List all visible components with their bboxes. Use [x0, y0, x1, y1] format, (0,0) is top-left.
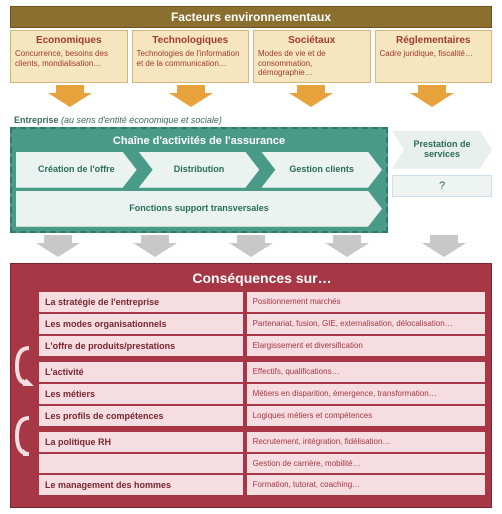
arrows-chain-to-cons: [10, 235, 492, 261]
cons-right: Effectifs, qualifications…: [247, 362, 485, 382]
cons-left: Le management des hommes: [39, 475, 243, 495]
entreprise-label: Entreprise (au sens d'entité économique …: [10, 113, 492, 127]
cons-row: La politique RH Recrutement, intégration…: [39, 432, 485, 452]
chain-title: Chaîne d'activités de l'assurance: [16, 133, 382, 149]
cons-group-2: L'activité Effectifs, qualifications… Le…: [39, 362, 485, 426]
env-box-reglementaires: Réglementaires Cadre juridique, fiscalit…: [375, 30, 493, 83]
env-title: Sociétaux: [258, 35, 366, 46]
cons-right: Métiers en disparition, émergence, trans…: [247, 384, 485, 404]
cons-row: L'activité Effectifs, qualifications…: [39, 362, 485, 382]
cons-right: Recrutement, intégration, fidélisation…: [247, 432, 485, 452]
cons-left: L'activité: [39, 362, 243, 382]
cons-group-1: La stratégie de l'entreprise Positionnem…: [39, 292, 485, 356]
cons-left: Les modes organisationnels: [39, 314, 243, 334]
cons-left: Les métiers: [39, 384, 243, 404]
cons-right: Partenariat, fusion, GIE, externalisatio…: [247, 314, 485, 334]
step-distribution: Distribution: [139, 152, 260, 188]
entreprise-note: (au sens d'entité économique et sociale): [61, 115, 222, 125]
env-title: Technologiques: [137, 35, 245, 46]
cons-row: La stratégie de l'entreprise Positionnem…: [39, 292, 485, 312]
arrow-down-icon: [410, 85, 454, 111]
arrow-down-icon: [325, 235, 369, 261]
cons-row: Les métiers Métiers en disparition, émer…: [39, 384, 485, 404]
env-header: Facteurs environnementaux: [10, 6, 492, 28]
arrow-down-icon: [422, 235, 466, 261]
env-row: Economiques Concurrence, besoins des cli…: [10, 30, 492, 83]
arrow-down-icon: [48, 85, 92, 111]
step-creation: Création de l'offre: [16, 152, 137, 188]
cons-left: L'offre de produits/prestations: [39, 336, 243, 356]
env-desc: Concurrence, besoins des clients, mondia…: [15, 49, 123, 68]
arrows-env-to-chain: [10, 85, 492, 111]
env-desc: Modes de vie et de consommation, démogra…: [258, 49, 366, 78]
cons-right: Positionnement marchés: [247, 292, 485, 312]
cons-left: Les profils de compétences: [39, 406, 243, 426]
side-prestation: Prestation de services: [392, 131, 492, 169]
cons-row: Les modes organisationnels Partenariat, …: [39, 314, 485, 334]
consequences-title: Conséquences sur…: [39, 270, 485, 286]
arrow-down-icon: [133, 235, 177, 261]
cons-right: Gestion de carrière, mobilité…: [247, 454, 485, 473]
env-box-technologiques: Technologiques Technologies de l'informa…: [132, 30, 250, 83]
cons-group-3: La politique RH Recrutement, intégration…: [39, 432, 485, 495]
env-box-economiques: Economiques Concurrence, besoins des cli…: [10, 30, 128, 83]
cons-left: [39, 454, 243, 473]
cons-left: La stratégie de l'entreprise: [39, 292, 243, 312]
entreprise-word: Entreprise: [14, 115, 59, 125]
chain-support-row: Fonctions support transversales: [16, 191, 382, 227]
cons-row: L'offre de produits/prestations Elargiss…: [39, 336, 485, 356]
env-title: Réglementaires: [380, 35, 488, 46]
env-box-societaux: Sociétaux Modes de vie et de consommatio…: [253, 30, 371, 83]
diagram-root: Facteurs environnementaux Economiques Co…: [0, 0, 502, 514]
chain-panel: Chaîne d'activités de l'assurance Créati…: [10, 127, 388, 233]
support-box: Fonctions support transversales: [16, 191, 382, 227]
chain-wrap: Chaîne d'activités de l'assurance Créati…: [10, 127, 492, 233]
chain-steps: Création de l'offre Distribution Gestion…: [16, 152, 382, 188]
step-gestion: Gestion clients: [261, 152, 382, 188]
cons-right: Elargissement et diversification: [247, 336, 485, 356]
curved-arrow-icon: [15, 346, 37, 386]
arrow-down-icon: [289, 85, 333, 111]
env-desc: Technologies de l'information et de la c…: [137, 49, 245, 68]
cons-row: Gestion de carrière, mobilité…: [39, 454, 485, 473]
curved-arrow-icon: [15, 416, 37, 456]
cons-right: Formation, tutorat, coaching…: [247, 475, 485, 495]
cons-row: Le management des hommes Formation, tuto…: [39, 475, 485, 495]
cons-right: Logiques métiers et compétences: [247, 406, 485, 426]
arrow-down-icon: [36, 235, 80, 261]
chain-side-column: Prestation de services ?: [392, 127, 492, 233]
arrow-down-icon: [229, 235, 273, 261]
side-question: ?: [392, 175, 492, 197]
cons-row: Les profils de compétences Logiques méti…: [39, 406, 485, 426]
env-title: Economiques: [15, 35, 123, 46]
consequences-panel: Conséquences sur… La stratégie de l'entr…: [10, 263, 492, 508]
arrow-down-icon: [169, 85, 213, 111]
cons-left: La politique RH: [39, 432, 243, 452]
env-desc: Cadre juridique, fiscalité…: [380, 49, 488, 59]
